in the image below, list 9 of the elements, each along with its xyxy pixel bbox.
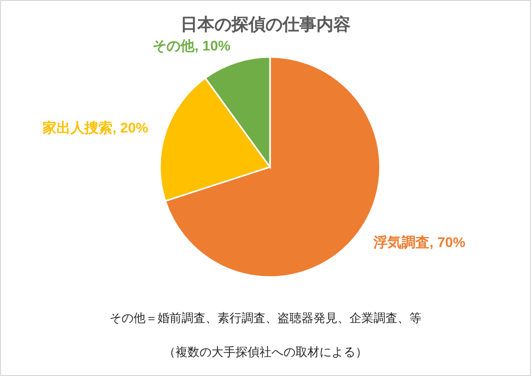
data-label: , 10%	[194, 37, 231, 54]
slice-label: その他	[152, 37, 196, 54]
slice-label: 浮気調査	[372, 234, 430, 250]
text: （複数の大手探偵社への取材による）	[164, 345, 368, 359]
slice-label: 家出人捜索	[41, 119, 112, 136]
data-label: , 70%	[430, 234, 466, 250]
data-label: , 20%	[112, 119, 149, 136]
chart-title: 日本の探偵の仕事内容	[180, 15, 350, 34]
text: その他＝婚前調査、素行調査、盗聴器発見、企業調査、等	[110, 311, 422, 325]
